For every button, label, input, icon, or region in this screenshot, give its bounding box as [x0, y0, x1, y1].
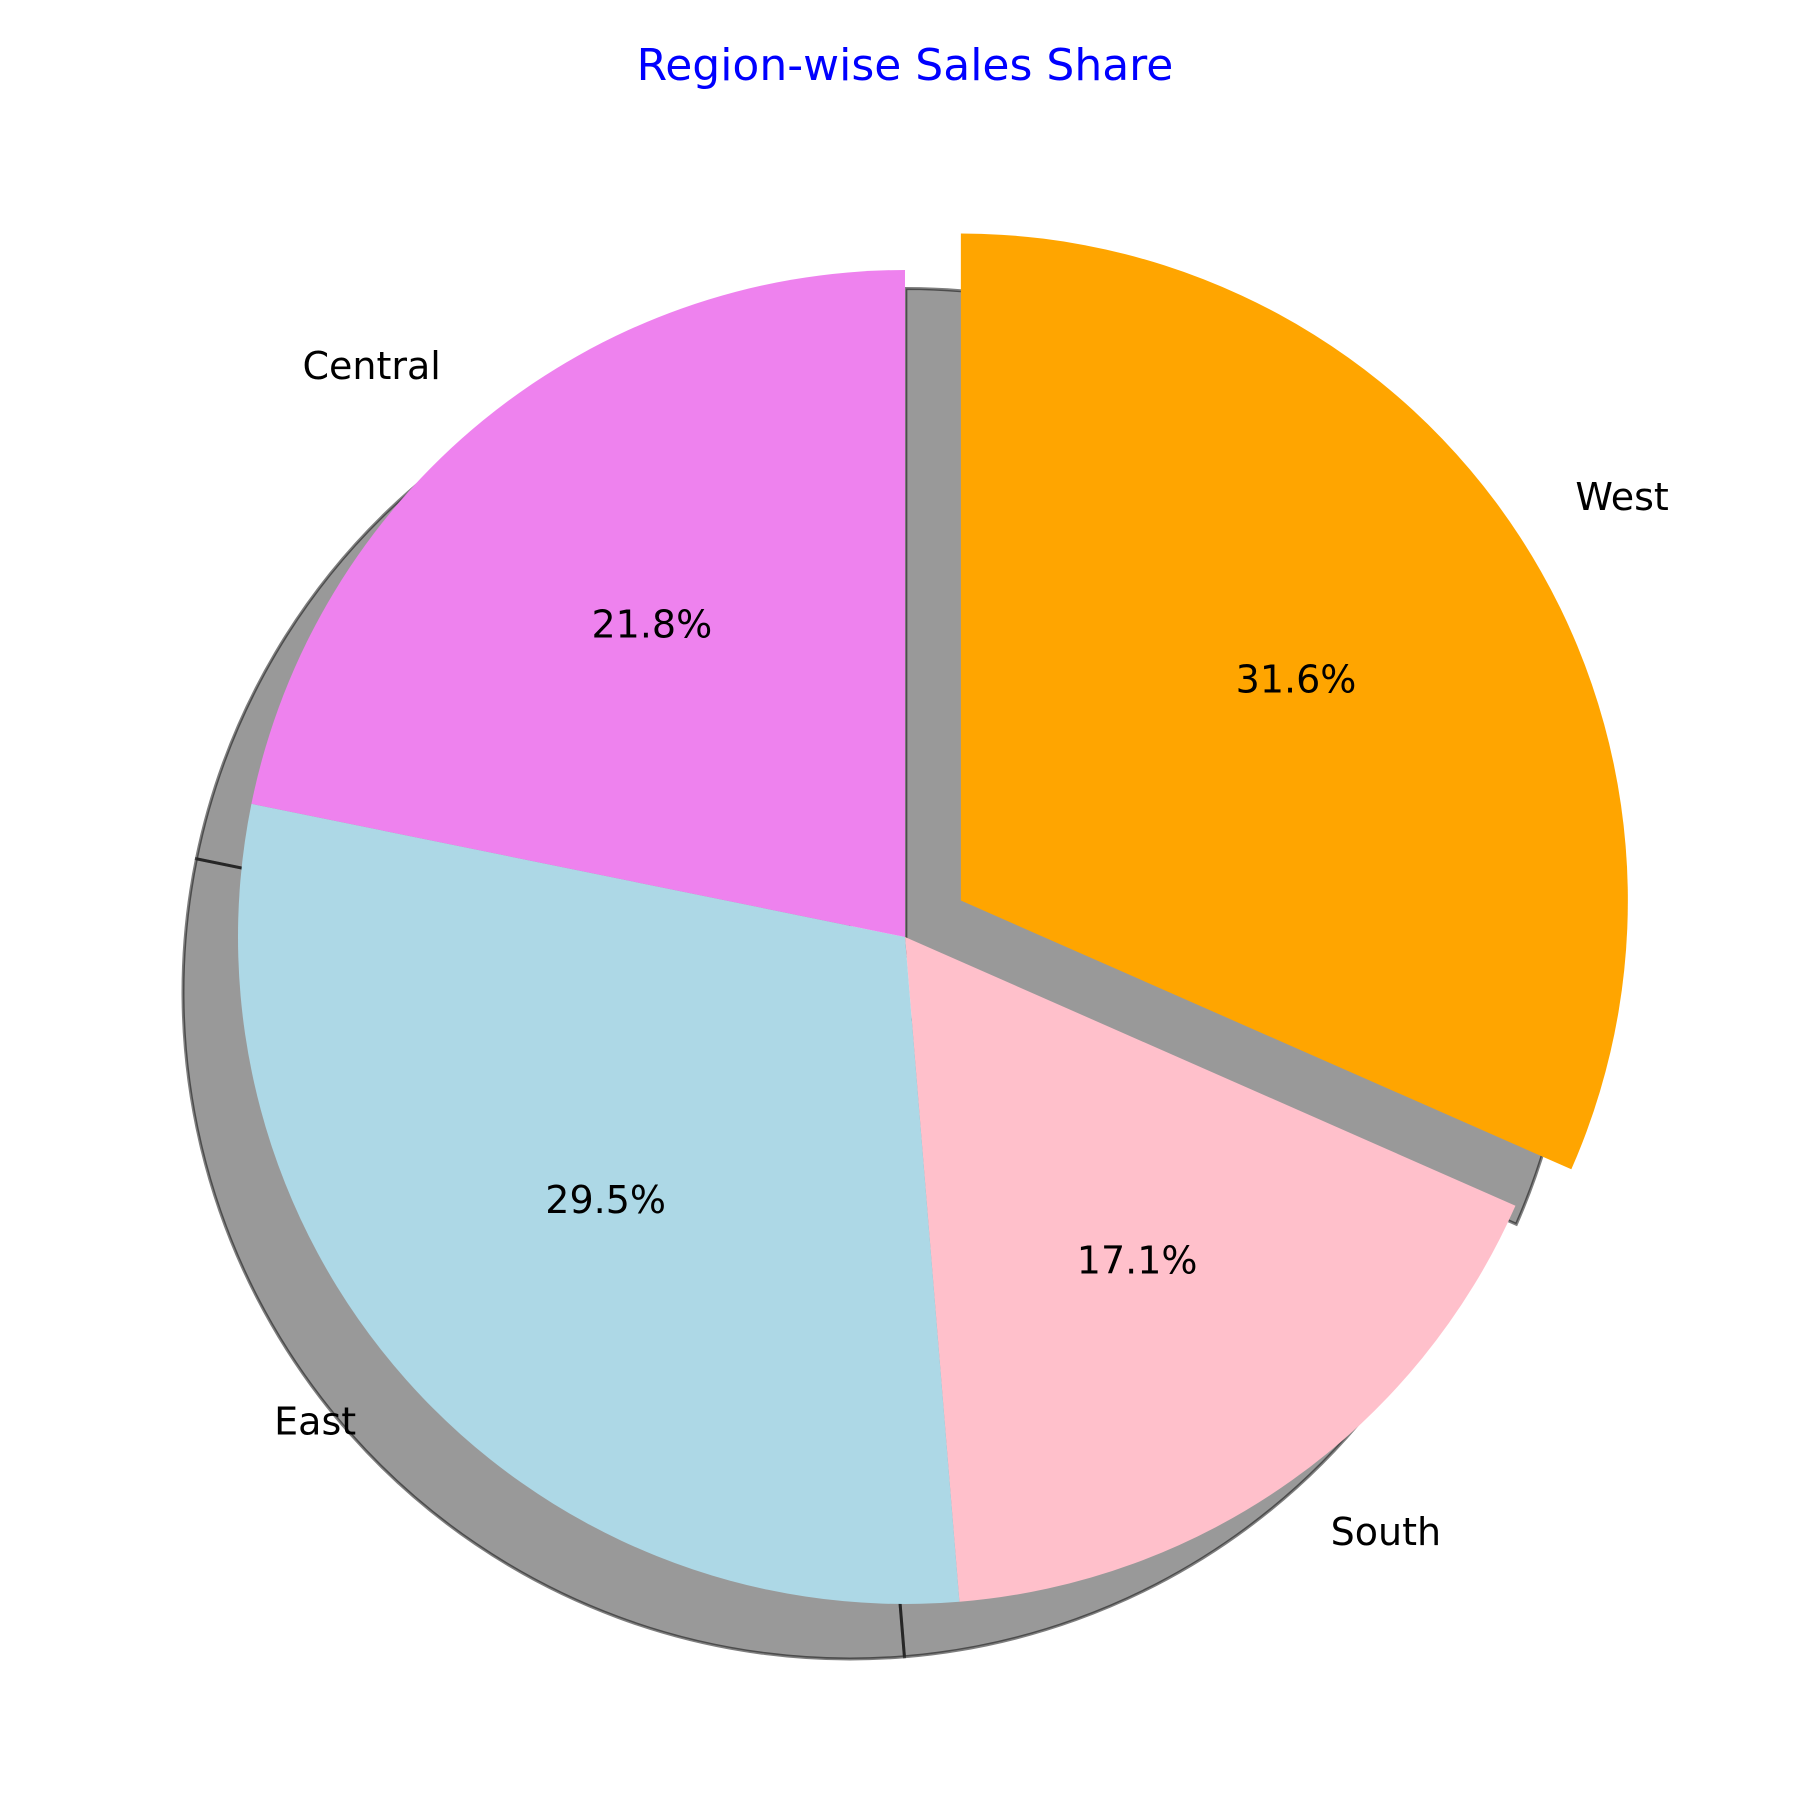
pie-slice-central: [251, 270, 906, 937]
slice-percent-east: 29.5%: [545, 1178, 666, 1222]
pie-slice-south: [905, 937, 1516, 1602]
slice-label-south: South: [1331, 1510, 1441, 1554]
slice-percent-south: 17.1%: [1077, 1238, 1198, 1282]
slice-label-central: Central: [303, 344, 441, 388]
slice-percent-west: 31.6%: [1236, 657, 1357, 701]
chart-title: Region-wise Sales Share: [637, 40, 1174, 91]
slice-label-west: West: [1575, 475, 1668, 519]
label-layer: West 31.6% South 17.1% East 29.5% Central 21.8%: [274, 344, 1669, 1554]
pie-slice-east: [238, 803, 960, 1604]
pie-slice-west: [960, 233, 1628, 1170]
slice-layer: [238, 233, 1628, 1604]
slice-label-east: East: [274, 1399, 356, 1443]
slice-percent-central: 21.8%: [591, 603, 712, 647]
